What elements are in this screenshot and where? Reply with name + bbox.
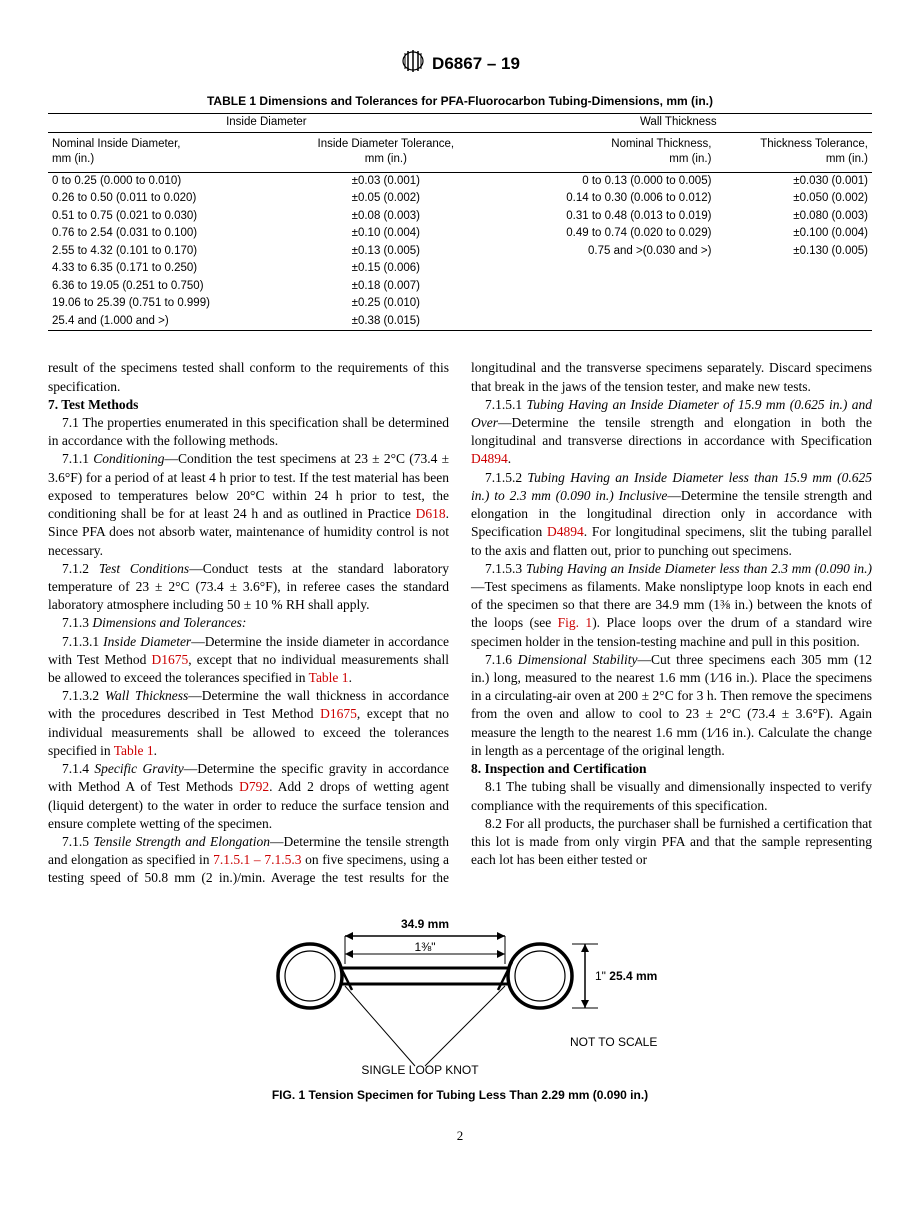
table-cell: 0 to 0.25 (0.000 to 0.010) <box>48 172 287 190</box>
page-header: D6867 – 19 <box>48 50 872 79</box>
svg-text:SINGLE LOOP KNOT: SINGLE LOOP KNOT <box>361 1063 479 1076</box>
tension-specimen-diagram-icon: 34.9 mm 1⅜" 1" 25.4 mm NOT TO SCALE SING… <box>240 906 680 1076</box>
table-col-header: Nominal Thickness,mm (in.) <box>485 132 716 172</box>
section-heading: 8. Inspection and Certification <box>471 760 872 778</box>
table-cell: ±0.38 (0.015) <box>287 313 485 331</box>
ref-link[interactable]: Fig. 1 <box>558 615 593 630</box>
table-cell: ±0.13 (0.005) <box>287 243 485 261</box>
table-cell: 0.51 to 0.75 (0.021 to 0.030) <box>48 208 287 226</box>
table-cell: ±0.080 (0.003) <box>715 208 872 226</box>
table-cell: 25.4 and (1.000 and >) <box>48 313 287 331</box>
svg-text:34.9 mm: 34.9 mm <box>401 917 449 931</box>
table-cell: ±0.10 (0.004) <box>287 225 485 243</box>
table-cell: 6.36 to 19.05 (0.251 to 0.750) <box>48 278 287 296</box>
ref-link[interactable]: D4894 <box>547 524 584 539</box>
paragraph: 7.1.2 Test Conditions—Conduct tests at t… <box>48 560 449 615</box>
table-cell <box>715 295 872 313</box>
table-cell: 0.76 to 2.54 (0.031 to 0.100) <box>48 225 287 243</box>
paragraph: 7.1.1 Conditioning—Condition the test sp… <box>48 450 449 559</box>
table-cell <box>485 313 716 331</box>
table-cell: ±0.25 (0.010) <box>287 295 485 313</box>
table-span-header: Inside Diameter <box>48 114 485 133</box>
table-cell: 0 to 0.13 (0.000 to 0.005) <box>485 172 716 190</box>
ref-link[interactable]: Table 1 <box>309 670 349 685</box>
svg-text:NOT TO SCALE: NOT TO SCALE <box>570 1035 657 1049</box>
table-cell: 0.14 to 0.30 (0.006 to 0.012) <box>485 190 716 208</box>
table-col-header: Inside Diameter Tolerance,mm (in.) <box>287 132 485 172</box>
paragraph: 7.1.6 Dimensional Stability—Cut three sp… <box>471 651 872 760</box>
table-cell: ±0.030 (0.001) <box>715 172 872 190</box>
table-cell: ±0.18 (0.007) <box>287 278 485 296</box>
ref-link[interactable]: D1675 <box>152 652 189 667</box>
table-cell: ±0.05 (0.002) <box>287 190 485 208</box>
table-cell: ±0.130 (0.005) <box>715 243 872 261</box>
table-cell: ±0.03 (0.001) <box>287 172 485 190</box>
table-cell <box>715 260 872 278</box>
table-cell <box>485 260 716 278</box>
ref-link[interactable]: D4894 <box>471 451 508 466</box>
table-cell <box>485 295 716 313</box>
designation-number: D6867 – 19 <box>432 53 520 76</box>
ref-link[interactable]: D1675 <box>320 706 357 721</box>
paragraph: result of the specimens tested shall con… <box>48 359 449 395</box>
table-cell <box>485 278 716 296</box>
table-cell: 0.31 to 0.48 (0.013 to 0.019) <box>485 208 716 226</box>
table-cell: ±0.15 (0.006) <box>287 260 485 278</box>
paragraph: 7.1.3 Dimensions and Tolerances: <box>48 614 449 632</box>
table-cell: ±0.050 (0.002) <box>715 190 872 208</box>
table-cell: 19.06 to 25.39 (0.751 to 0.999) <box>48 295 287 313</box>
figure-1: 34.9 mm 1⅜" 1" 25.4 mm NOT TO SCALE SING… <box>48 906 872 1103</box>
paragraph: 8.2 For all products, the purchaser shal… <box>471 815 872 870</box>
table-cell <box>715 278 872 296</box>
table-col-header: Nominal Inside Diameter,mm (in.) <box>48 132 287 172</box>
astm-logo-icon <box>400 50 426 79</box>
paragraph: 7.1.5.1 Tubing Having an Inside Diameter… <box>471 396 872 469</box>
paragraph: 7.1.5.3 Tubing Having an Inside Diameter… <box>471 560 872 651</box>
paragraph: 7.1.3.1 Inside Diameter—Determine the in… <box>48 633 449 688</box>
table-cell: ±0.100 (0.004) <box>715 225 872 243</box>
paragraph: 7.1.4 Specific Gravity—Determine the spe… <box>48 760 449 833</box>
table-cell: 2.55 to 4.32 (0.101 to 0.170) <box>48 243 287 261</box>
paragraph: 7.1 The properties enumerated in this sp… <box>48 414 449 450</box>
paragraph: 8.1 The tubing shall be visually and dim… <box>471 778 872 814</box>
svg-text:1⅜": 1⅜" <box>415 940 436 954</box>
paragraph: 7.1.5.2 Tubing Having an Inside Diameter… <box>471 469 872 560</box>
ref-link[interactable]: 7.1.5.1 – 7.1.5.3 <box>213 852 301 867</box>
table-col-header: Thickness Tolerance,mm (in.) <box>715 132 872 172</box>
ref-link[interactable]: D792 <box>239 779 269 794</box>
paragraph: 7.1.3.2 Wall Thickness—Determine the wal… <box>48 687 449 760</box>
section-heading: 7. Test Methods <box>48 396 449 414</box>
ref-link[interactable]: Table 1 <box>114 743 154 758</box>
dimensions-table: Inside Diameter Wall Thickness Nominal I… <box>48 113 872 331</box>
table-cell: 0.49 to 0.74 (0.020 to 0.029) <box>485 225 716 243</box>
ref-link[interactable]: D618 <box>416 506 446 521</box>
table-cell: 0.26 to 0.50 (0.011 to 0.020) <box>48 190 287 208</box>
figure-caption: FIG. 1 Tension Specimen for Tubing Less … <box>48 1087 872 1103</box>
table-caption: TABLE 1 Dimensions and Tolerances for PF… <box>48 93 872 109</box>
table-span-header: Wall Thickness <box>485 114 872 133</box>
table-cell: ±0.08 (0.003) <box>287 208 485 226</box>
table-cell: 0.75 and >(0.030 and >) <box>485 243 716 261</box>
body-text: result of the specimens tested shall con… <box>48 359 872 887</box>
svg-text:1" 25.4 mm: 1" 25.4 mm <box>595 969 657 983</box>
table-cell: 4.33 to 6.35 (0.171 to 0.250) <box>48 260 287 278</box>
page-number: 2 <box>48 1127 872 1145</box>
table-cell <box>715 313 872 331</box>
